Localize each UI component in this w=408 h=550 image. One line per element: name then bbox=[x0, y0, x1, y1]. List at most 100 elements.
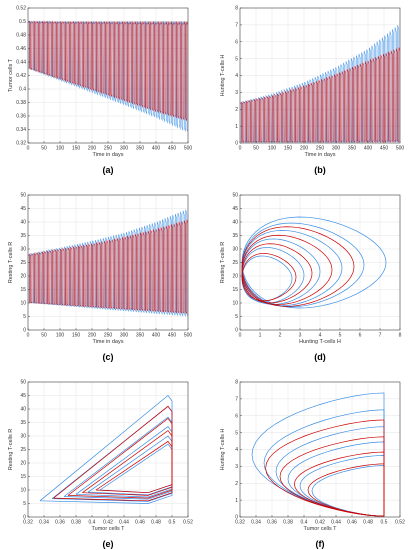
series-loop bbox=[241, 247, 305, 304]
y-tick-label: 4 bbox=[235, 73, 238, 79]
panel-c: 0 50 100 150 200 250 300 350 400 450 500 0 5 10 15 20 25… bbox=[8, 193, 192, 362]
series-loop bbox=[294, 451, 385, 517]
x-tick-label: 0 bbox=[27, 333, 30, 339]
x-axis-label: Time in days bbox=[93, 339, 124, 345]
panel-caption: (a) bbox=[103, 165, 114, 175]
plot-content bbox=[39, 394, 173, 504]
panel-b: 0 50 100 150 200 250 300 350 400 450 500 0 1 2 3 4 5 6 7 8 T… bbox=[220, 6, 404, 175]
y-tick-label: 20 bbox=[232, 274, 238, 280]
x-tick-label: 0.36 bbox=[55, 520, 65, 526]
panel-caption: (c) bbox=[103, 352, 114, 362]
panel-f: 0.32 0.34 0.36 0.38 0.4 0.42 0.44 0.46 0.48 0.5 0.… bbox=[220, 380, 405, 549]
x-tick-label: 0.36 bbox=[267, 520, 277, 526]
panel-caption: (e) bbox=[103, 539, 114, 549]
x-tick-label: 500 bbox=[396, 146, 405, 152]
y-tick-label: 1 bbox=[235, 124, 238, 130]
y-tick-label: 5 bbox=[235, 314, 238, 320]
series-line bbox=[240, 47, 400, 143]
x-tick-label: 0.42 bbox=[315, 520, 325, 526]
y-tick-label: 45 bbox=[232, 206, 238, 212]
x-tick-label: 150 bbox=[72, 333, 81, 339]
x-tick-label: 400 bbox=[152, 146, 161, 152]
plot-content bbox=[28, 20, 188, 132]
x-tick-label: 0.32 bbox=[23, 520, 33, 526]
plot-content bbox=[241, 216, 387, 309]
x-tick-label: 250 bbox=[104, 333, 113, 339]
x-tick-label: 500 bbox=[184, 333, 193, 339]
y-axis-label: Hunting T-cells H bbox=[220, 429, 226, 471]
y-tick-label: 2 bbox=[235, 107, 238, 113]
x-tick-label: 0.38 bbox=[71, 520, 81, 526]
y-tick-label: 50 bbox=[20, 380, 26, 386]
x-tick-label: 8 bbox=[399, 333, 402, 339]
y-tick-label: 45 bbox=[20, 393, 26, 399]
x-tick-label: 0.46 bbox=[347, 520, 357, 526]
plot-content bbox=[28, 209, 188, 317]
x-tick-label: 0.48 bbox=[151, 520, 161, 526]
y-tick-label: 10 bbox=[20, 488, 26, 494]
x-tick-label: 2 bbox=[279, 333, 282, 339]
y-tick-label: 5 bbox=[235, 430, 238, 436]
series-line bbox=[28, 20, 188, 121]
y-tick-label: 0.4 bbox=[19, 87, 26, 93]
x-tick-label: 0.34 bbox=[39, 520, 49, 526]
x-tick-label: 0.42 bbox=[103, 520, 113, 526]
x-tick-label: 250 bbox=[316, 146, 325, 152]
y-tick-label: 6 bbox=[235, 413, 238, 419]
x-tick-label: 0.5 bbox=[381, 520, 388, 526]
x-tick-label: 1 bbox=[259, 333, 262, 339]
y-tick-label: 30 bbox=[20, 247, 26, 253]
x-tick-label: 0.4 bbox=[89, 520, 96, 526]
y-tick-label: 10 bbox=[20, 301, 26, 307]
y-tick-label: 15 bbox=[20, 287, 26, 293]
y-axis-label: Resting T-cells R bbox=[220, 242, 226, 283]
y-tick-label: 35 bbox=[232, 233, 238, 239]
y-tick-label: 2 bbox=[235, 481, 238, 487]
y-tick-label: 0 bbox=[23, 515, 26, 521]
y-tick-label: 0.38 bbox=[16, 100, 26, 106]
x-axis-label: Hunting T-cells H bbox=[299, 339, 341, 345]
x-tick-label: 350 bbox=[136, 146, 145, 152]
x-axis-label: Time in days bbox=[93, 152, 124, 158]
x-tick-label: 0.46 bbox=[135, 520, 145, 526]
y-tick-label: 5 bbox=[235, 56, 238, 62]
y-tick-label: 50 bbox=[232, 193, 238, 199]
plot-content bbox=[251, 392, 385, 517]
series-loop bbox=[241, 243, 313, 304]
y-tick-label: 30 bbox=[232, 247, 238, 253]
y-tick-label: 50 bbox=[20, 193, 26, 199]
y-tick-label: 0.36 bbox=[16, 114, 26, 120]
y-tick-label: 15 bbox=[232, 287, 238, 293]
x-tick-label: 100 bbox=[56, 333, 65, 339]
x-tick-label: 150 bbox=[72, 146, 81, 152]
x-tick-label: 6 bbox=[359, 333, 362, 339]
y-tick-label: 40 bbox=[20, 407, 26, 413]
x-tick-label: 250 bbox=[104, 146, 113, 152]
x-tick-label: 0.52 bbox=[395, 520, 405, 526]
y-tick-label: 40 bbox=[232, 220, 238, 226]
y-tick-label: 15 bbox=[20, 474, 26, 480]
y-tick-label: 0.46 bbox=[16, 46, 26, 52]
y-axis-label: Resting T-cells R bbox=[8, 242, 14, 283]
y-tick-label: 5 bbox=[23, 501, 26, 507]
y-tick-label: 0 bbox=[235, 141, 238, 147]
y-tick-label: 10 bbox=[232, 301, 238, 307]
y-tick-label: 5 bbox=[23, 314, 26, 320]
y-tick-label: 7 bbox=[235, 23, 238, 29]
x-tick-label: 200 bbox=[300, 146, 309, 152]
panel-caption: (d) bbox=[314, 352, 326, 362]
x-tick-label: 0 bbox=[27, 146, 30, 152]
x-tick-label: 7 bbox=[379, 333, 382, 339]
x-axis-label: Tumor cells T bbox=[91, 526, 125, 532]
x-tick-label: 0 bbox=[239, 333, 242, 339]
x-tick-label: 350 bbox=[348, 146, 357, 152]
y-tick-label: 8 bbox=[235, 6, 238, 12]
panel-caption: (f) bbox=[316, 539, 325, 549]
y-tick-label: 3 bbox=[235, 464, 238, 470]
y-tick-label: 0.48 bbox=[16, 33, 26, 39]
x-tick-label: 300 bbox=[332, 146, 341, 152]
x-tick-label: 350 bbox=[136, 333, 145, 339]
x-axis-label: Time in days bbox=[305, 152, 336, 158]
y-tick-label: 3 bbox=[235, 90, 238, 96]
x-tick-label: 0.32 bbox=[235, 520, 245, 526]
